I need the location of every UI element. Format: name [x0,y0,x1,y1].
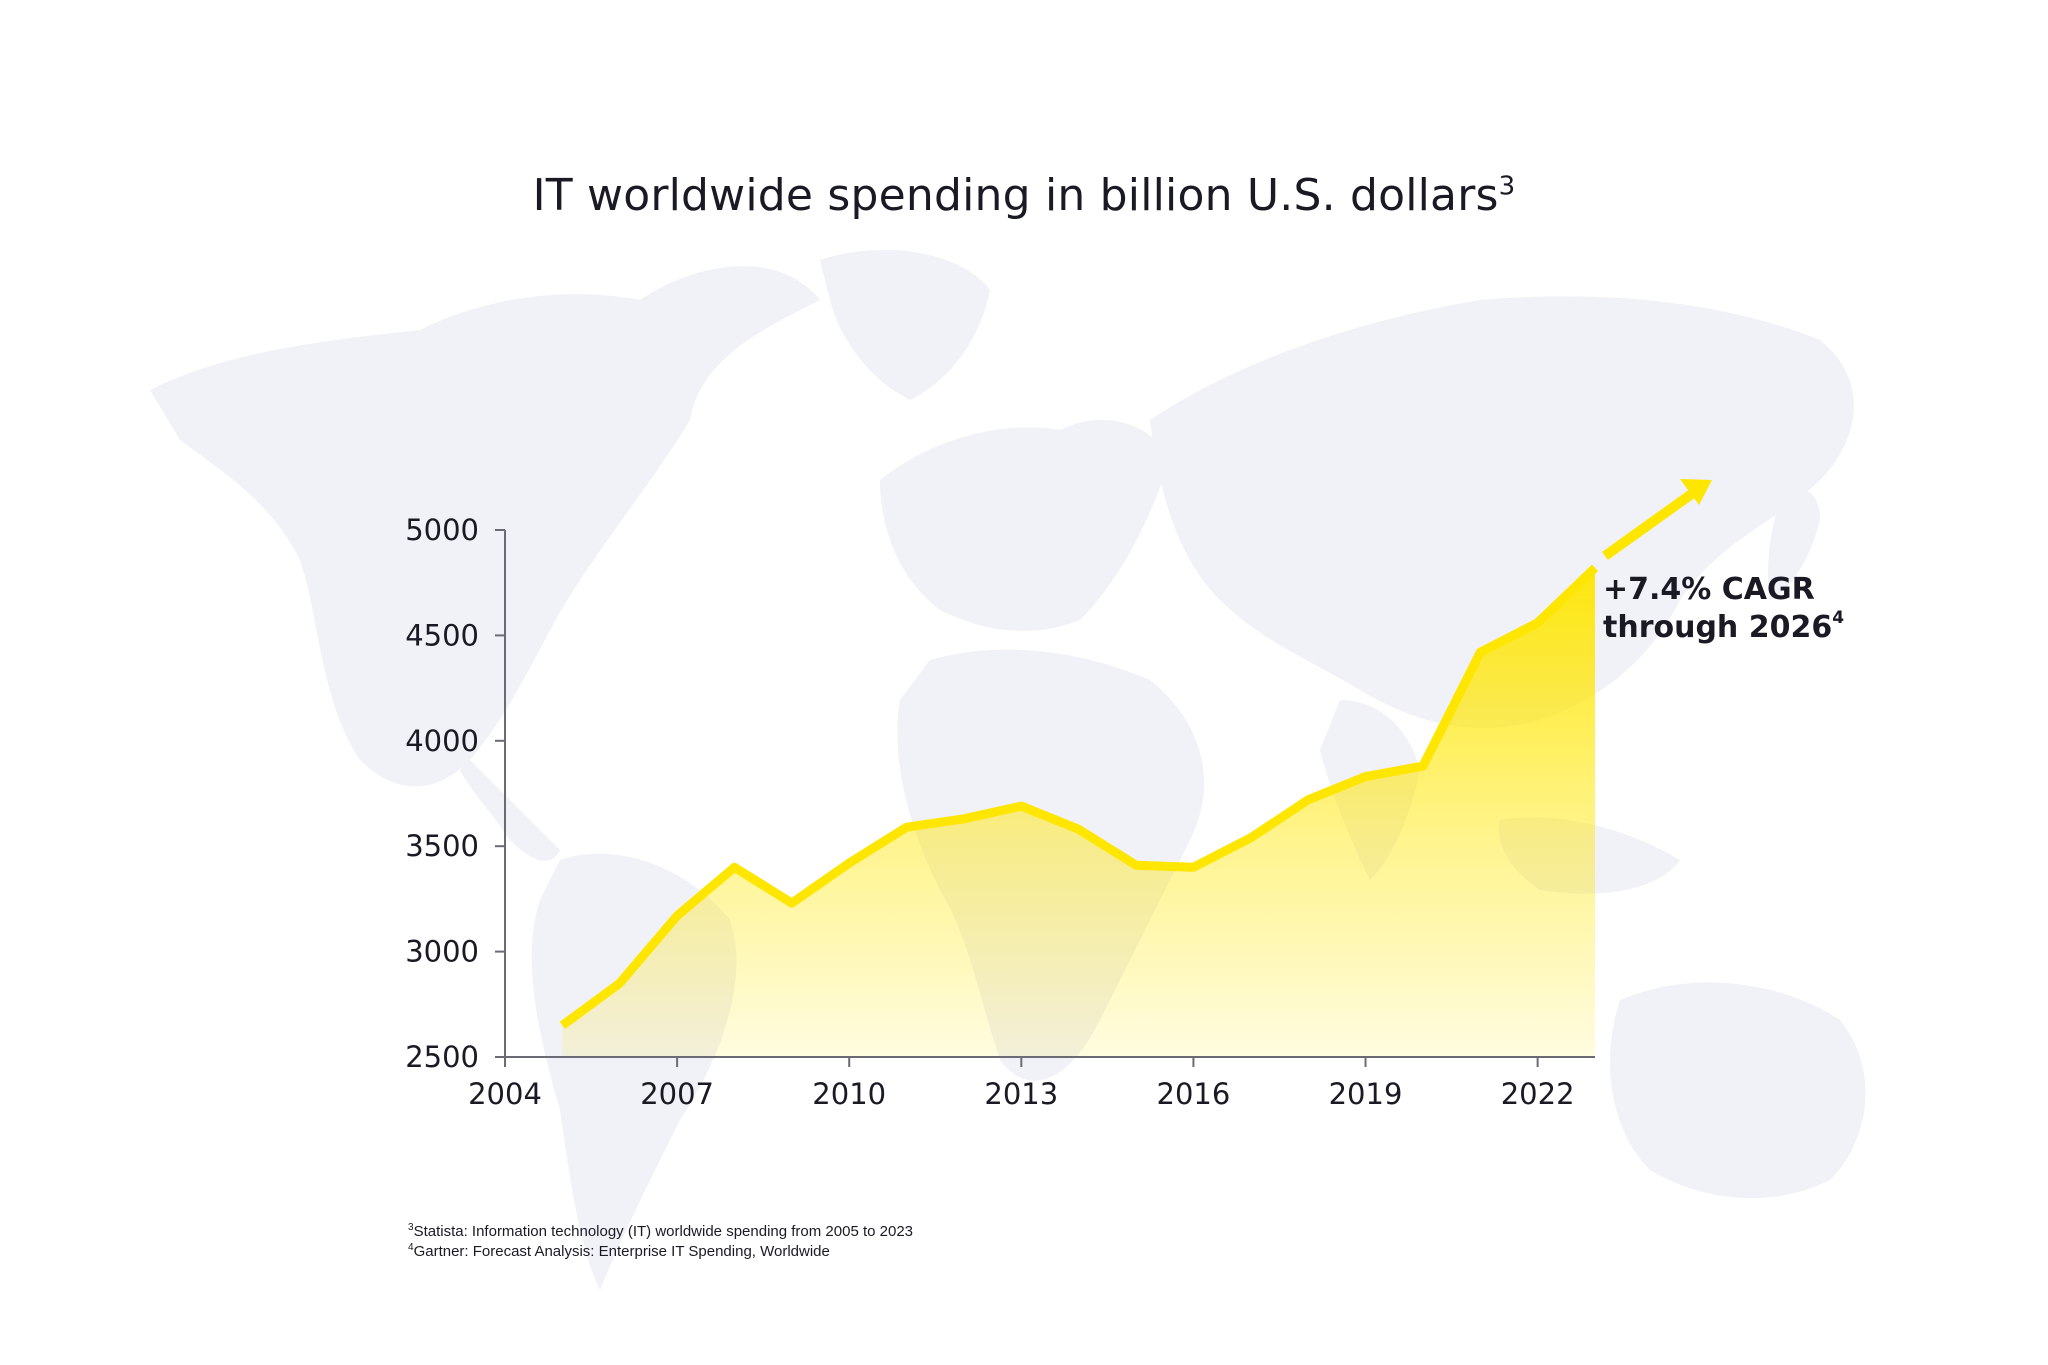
data-point [1537,622,1539,624]
cagr-annotation-line1: +7.4% CAGR [1603,572,1815,607]
cagr-annotation-line2: through 20264 [1603,608,1844,645]
x-tick-label: 2019 [1329,1077,1403,1111]
data-point [1135,864,1137,866]
data-point [1192,866,1194,868]
x-tick-label: 2016 [1157,1077,1231,1111]
data-point [848,862,850,864]
footnote-4: 4Gartner: Forecast Analysis: Enterprise … [408,1242,913,1262]
footnote-4-marker: 4 [408,1242,414,1253]
data-point [791,902,793,904]
data-point [1594,567,1596,569]
chart-title: IT worldwide spending in billion U.S. do… [0,170,2048,221]
data-point [1479,651,1481,653]
chart-title-text: IT worldwide spending in billion U.S. do… [532,170,1499,221]
data-point [1020,805,1022,807]
y-tick-label: 3500 [405,829,479,863]
data-point [676,915,678,917]
footnote-3-marker: 3 [408,1222,414,1233]
data-point [561,1024,563,1026]
y-tick-label: 2500 [405,1040,479,1074]
y-tick-label: 4000 [405,724,479,758]
series-area-fill [562,567,1595,1057]
x-tick-label: 2010 [812,1077,886,1111]
y-tick-label: 3000 [405,935,479,969]
y-tick-label: 5000 [405,513,479,547]
trend-arrow-head [1680,479,1712,505]
x-tick-label: 2022 [1501,1077,1575,1111]
data-point [1307,799,1309,801]
x-tick-label: 2004 [468,1077,542,1111]
x-tick-label: 2013 [984,1077,1058,1111]
data-point [1422,765,1424,767]
footnote-4-text: Gartner: Forecast Analysis: Enterprise I… [413,1243,830,1260]
trend-arrow-shaft [1602,483,1703,561]
y-tick-label: 4500 [405,618,479,652]
data-point [1250,837,1252,839]
footnote-3-text: Statista: Information technology (IT) wo… [413,1223,914,1240]
cagr-annotation-superscript: 4 [1832,608,1844,628]
data-point [906,826,908,828]
x-tick-label: 2007 [640,1077,714,1111]
data-point [1078,828,1080,830]
chart-title-superscript: 3 [1498,171,1516,202]
data-point [963,818,965,820]
footnote-3: 3Statista: Information technology (IT) w… [408,1222,913,1242]
data-point [619,982,621,984]
data-point [1365,776,1367,778]
footnotes: 3Statista: Information technology (IT) w… [408,1222,913,1262]
data-point [733,866,735,868]
